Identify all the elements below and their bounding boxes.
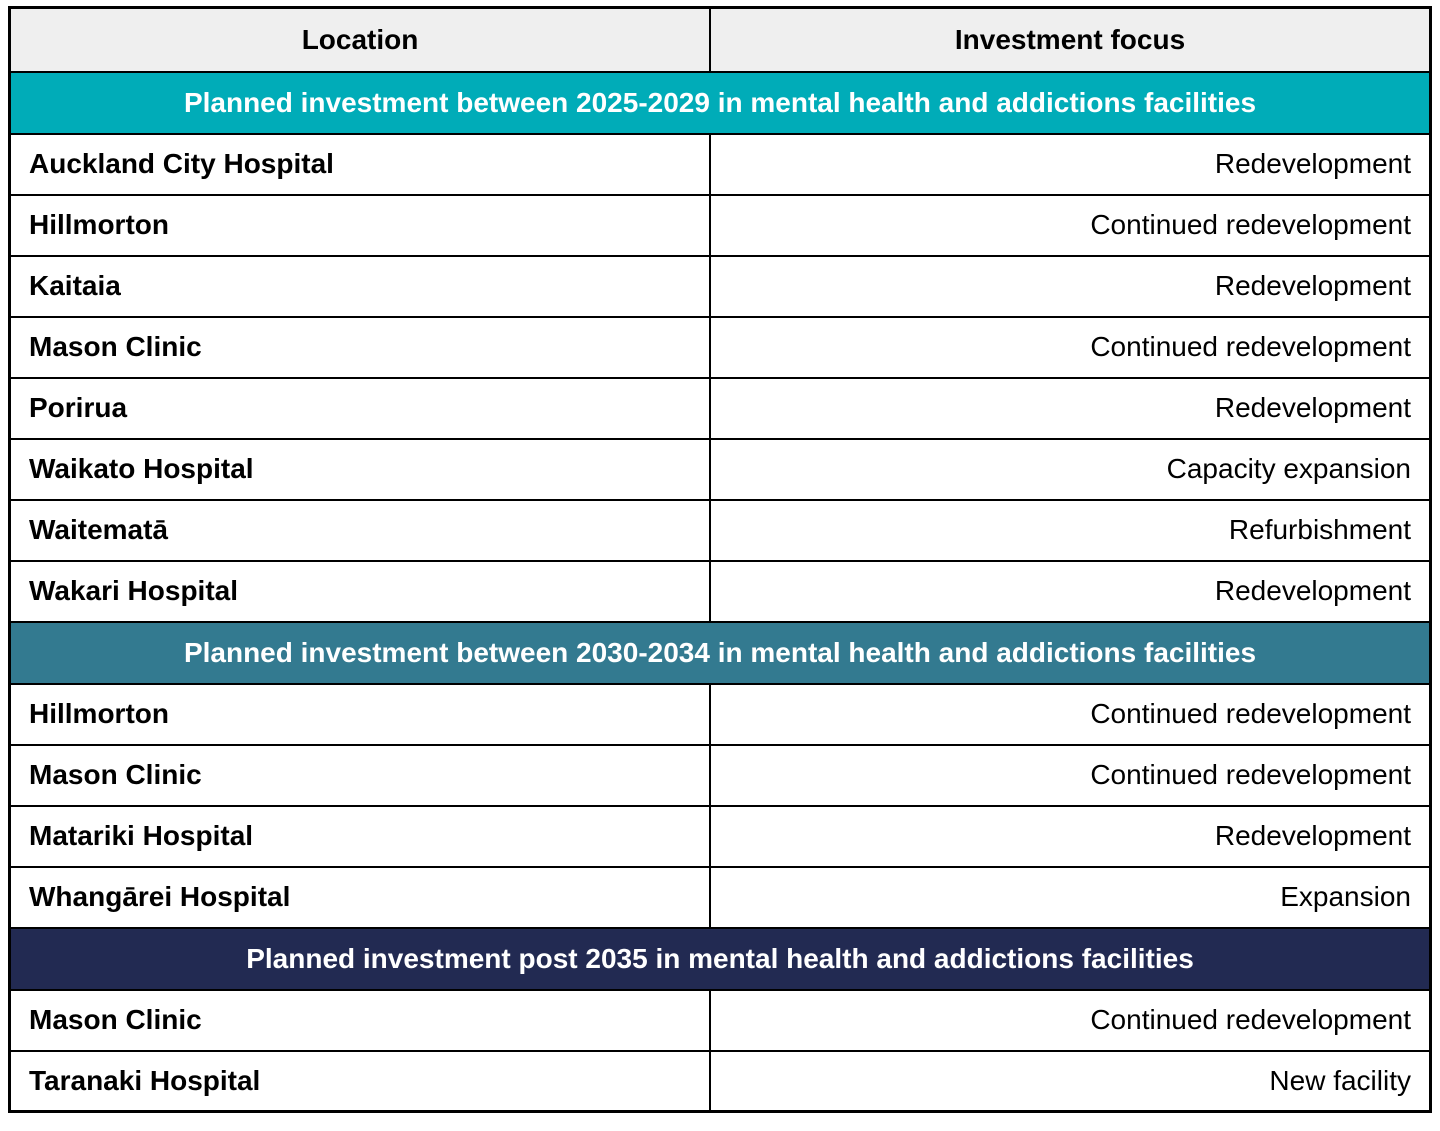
location-cell: Hillmorton (8, 193, 712, 257)
table-body: Planned investment between 2025-2029 in … (8, 70, 1432, 1113)
investment-focus-cell: Expansion (709, 865, 1432, 929)
investment-table-container: Location Investment focus Planned invest… (8, 6, 1432, 1113)
location-cell: Wakari Hospital (8, 559, 712, 623)
table-row: Kaitaia Redevelopment (8, 254, 1432, 318)
investment-focus-cell: Continued redevelopment (709, 743, 1432, 807)
investment-focus-cell: Continued redevelopment (709, 193, 1432, 257)
investment-focus-cell: Redevelopment (709, 376, 1432, 440)
table-row: Matariki Hospital Redevelopment (8, 804, 1432, 868)
location-cell: Hillmorton (8, 682, 712, 746)
section-header-row: Planned investment between 2025-2029 in … (8, 70, 1432, 135)
investment-focus-cell: Redevelopment (709, 132, 1432, 196)
column-header-location: Location (8, 6, 712, 73)
section-header: Planned investment between 2030-2034 in … (8, 620, 1432, 685)
location-cell: Waitematā (8, 498, 712, 562)
location-cell: Waikato Hospital (8, 437, 712, 501)
table-row: Waikato Hospital Capacity expansion (8, 437, 1432, 501)
table-row: Waitematā Refurbishment (8, 498, 1432, 562)
table-row: Mason Clinic Continued redevelopment (8, 315, 1432, 379)
investment-focus-cell: Continued redevelopment (709, 682, 1432, 746)
location-cell: Porirua (8, 376, 712, 440)
location-cell: Mason Clinic (8, 988, 712, 1052)
investment-focus-cell: Continued redevelopment (709, 315, 1432, 379)
table-row: Wakari Hospital Redevelopment (8, 559, 1432, 623)
table-row: Mason Clinic Continued redevelopment (8, 743, 1432, 807)
section-header: Planned investment post 2035 in mental h… (8, 926, 1432, 991)
table-row: Auckland City Hospital Redevelopment (8, 132, 1432, 196)
table-row: Porirua Redevelopment (8, 376, 1432, 440)
column-header-investment-focus: Investment focus (709, 6, 1432, 73)
section-header-row: Planned investment post 2035 in mental h… (8, 926, 1432, 991)
location-cell: Mason Clinic (8, 743, 712, 807)
section-header-row: Planned investment between 2030-2034 in … (8, 620, 1432, 685)
investment-focus-cell: Capacity expansion (709, 437, 1432, 501)
investment-focus-cell: Redevelopment (709, 559, 1432, 623)
table-row: Hillmorton Continued redevelopment (8, 682, 1432, 746)
column-header-row: Location Investment focus (8, 6, 1432, 73)
location-cell: Whangārei Hospital (8, 865, 712, 929)
section-header: Planned investment between 2025-2029 in … (8, 70, 1432, 135)
investment-focus-cell: Refurbishment (709, 498, 1432, 562)
location-cell: Taranaki Hospital (8, 1049, 712, 1113)
investment-focus-cell: New facility (709, 1049, 1432, 1113)
investment-table: Location Investment focus Planned invest… (8, 6, 1432, 1113)
table-row: Hillmorton Continued redevelopment (8, 193, 1432, 257)
investment-focus-cell: Redevelopment (709, 254, 1432, 318)
location-cell: Auckland City Hospital (8, 132, 712, 196)
location-cell: Kaitaia (8, 254, 712, 318)
investment-focus-cell: Continued redevelopment (709, 988, 1432, 1052)
investment-focus-cell: Redevelopment (709, 804, 1432, 868)
location-cell: Mason Clinic (8, 315, 712, 379)
table-row: Mason Clinic Continued redevelopment (8, 988, 1432, 1052)
table-row: Taranaki Hospital New facility (8, 1049, 1432, 1113)
table-row: Whangārei Hospital Expansion (8, 865, 1432, 929)
location-cell: Matariki Hospital (8, 804, 712, 868)
table-header: Location Investment focus (8, 6, 1432, 73)
